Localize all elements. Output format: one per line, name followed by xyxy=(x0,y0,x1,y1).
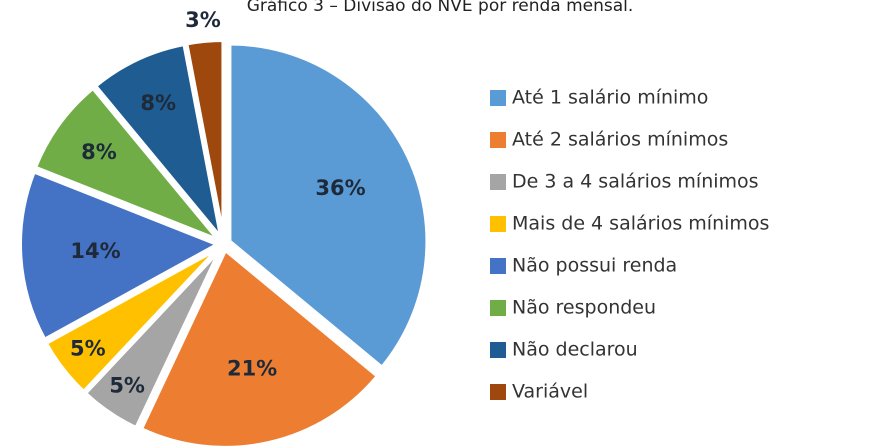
legend-swatch xyxy=(490,90,506,106)
legend-swatch xyxy=(490,384,506,400)
pie-slice xyxy=(32,85,221,243)
legend-swatch xyxy=(490,258,506,274)
pie-slice xyxy=(92,41,224,240)
data-label: 5% xyxy=(109,374,145,398)
pie-slice xyxy=(227,41,430,371)
legend-swatch xyxy=(490,342,506,358)
legend-swatch xyxy=(490,174,506,190)
pie-slice xyxy=(43,245,221,395)
data-label: 8% xyxy=(140,91,176,115)
pie-slice xyxy=(183,38,226,239)
legend-label: Não declarou xyxy=(512,339,638,361)
pie-slice xyxy=(138,246,381,448)
data-label: 36% xyxy=(315,176,365,200)
legend-label: Até 2 salários mínimos xyxy=(512,129,728,151)
data-label: 3% xyxy=(185,8,221,32)
legend-swatch xyxy=(490,216,506,232)
chart-title: Gráfico 3 – Divisão do NVE por renda men… xyxy=(247,0,634,16)
pie-slice xyxy=(18,168,223,343)
data-label: 14% xyxy=(70,239,120,263)
legend-swatch xyxy=(490,300,506,316)
legend-label: Variável xyxy=(512,381,588,403)
legend-label: Não respondeu xyxy=(512,297,656,319)
data-label: 5% xyxy=(70,337,106,361)
data-label: 21% xyxy=(227,357,277,381)
legend-label: De 3 a 4 salários mínimos xyxy=(512,171,759,193)
legend-swatch xyxy=(490,132,506,148)
legend-label: Mais de 4 salários mínimos xyxy=(512,213,769,235)
legend-label: Não possui renda xyxy=(512,255,677,277)
legend-label: Até 1 salário mínimo xyxy=(512,87,708,109)
data-label: 8% xyxy=(81,140,117,164)
